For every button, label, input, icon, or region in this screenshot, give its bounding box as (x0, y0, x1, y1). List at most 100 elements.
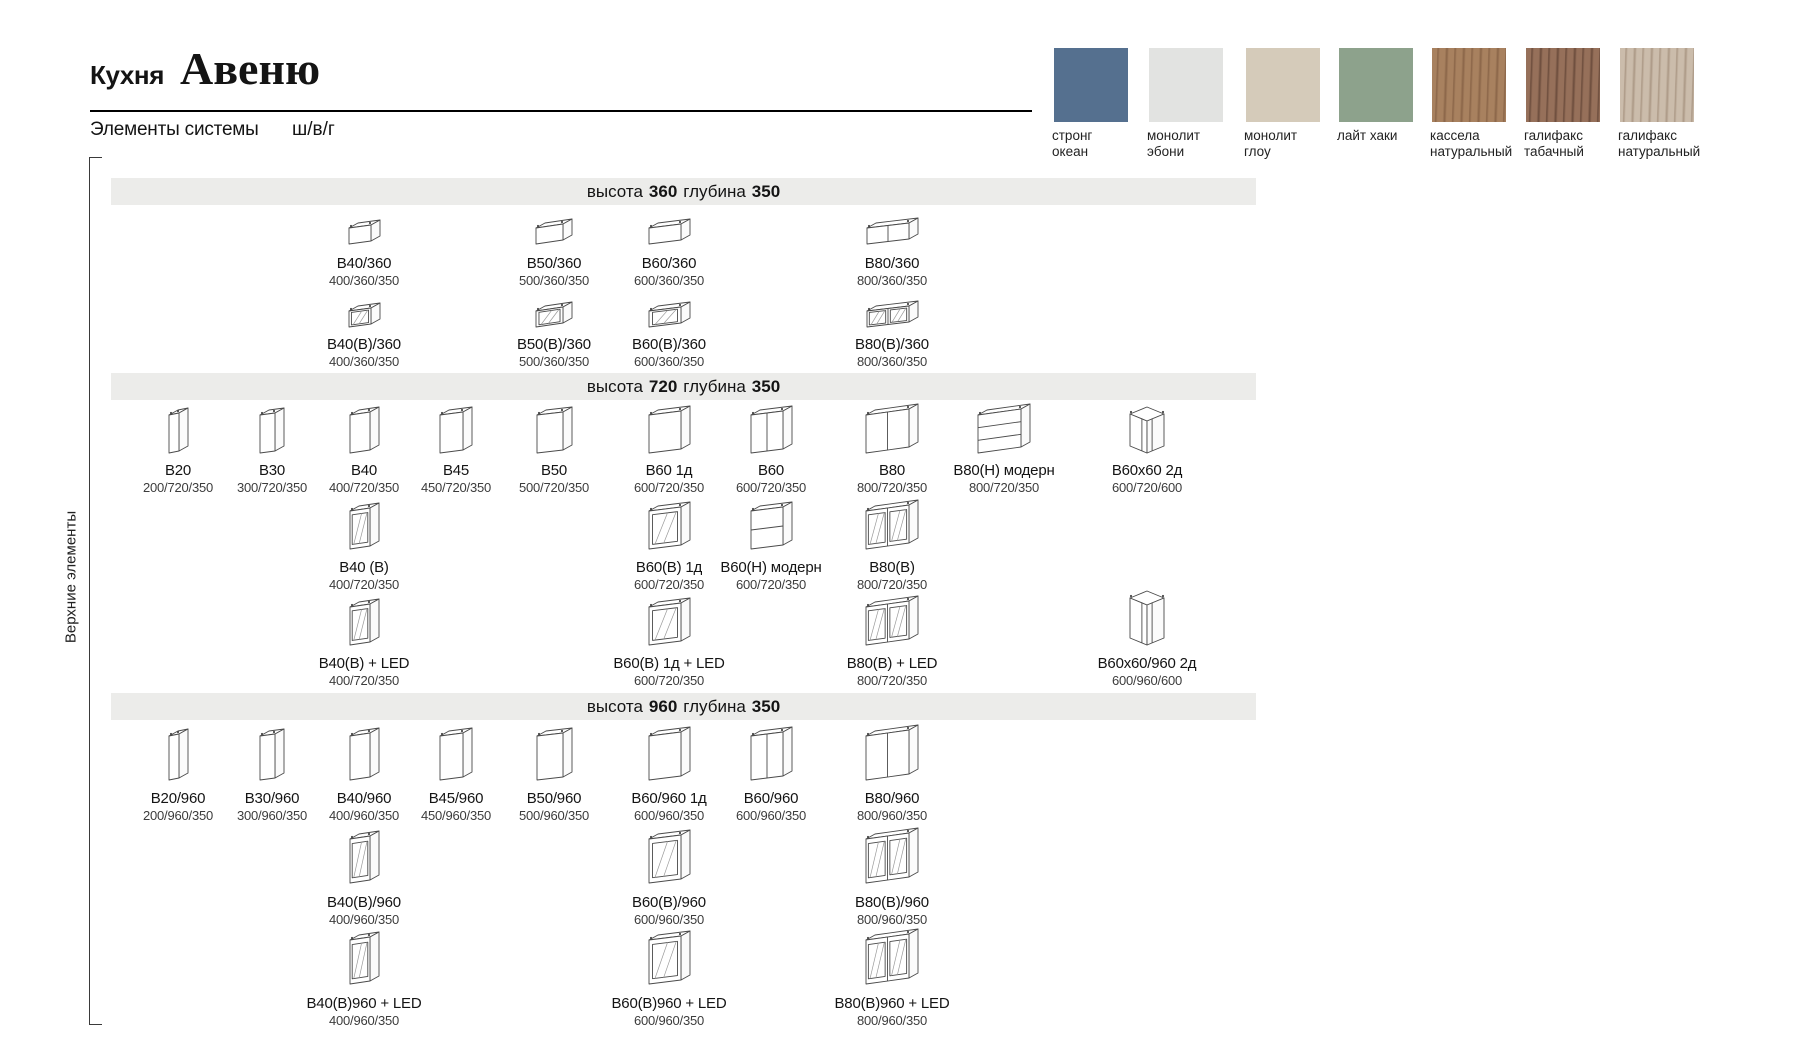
section-header-value2: 350 (751, 181, 781, 201)
item-dims: 600/720/350 (633, 480, 705, 495)
item-code: В60(В) 1д (635, 559, 703, 576)
item-code: В80(В) (869, 559, 915, 576)
cabinet-icon (750, 726, 792, 781)
item-code: В40(В)960 + LED (306, 995, 422, 1012)
item-code: В60/960 1д (631, 790, 707, 807)
section-header: высота 360 глубина 350 (111, 178, 1256, 205)
item-code: В20/960 (150, 790, 206, 807)
item-code: В60(В)/360 (632, 336, 706, 353)
subtitle: Элементы системы (90, 119, 259, 140)
cabinet-icon (349, 502, 379, 550)
finish-swatch-label: галифакс табачный (1524, 128, 1584, 159)
section-header-value1: 960 (648, 696, 678, 716)
item-dims: 400/720/350 (328, 673, 400, 688)
item-code: В30/960 (244, 790, 300, 807)
cabinet-icon (168, 728, 188, 781)
cabinet-icon (535, 218, 573, 245)
item-dims: 800/360/350 (856, 273, 928, 288)
item-dims: 800/720/350 (968, 480, 1040, 495)
item-dims: 800/960/350 (856, 1013, 928, 1028)
item-code: В80/360 (864, 255, 920, 272)
item-code: В45 (442, 462, 470, 479)
item-dims: 600/960/600 (1111, 673, 1183, 688)
cabinet-icon (535, 301, 573, 328)
section-header-label1: высота (586, 696, 643, 716)
item-code: В50/360 (526, 255, 582, 272)
item-dims: 800/960/350 (856, 912, 928, 927)
cabinet-icon (536, 406, 572, 454)
item-dims: 400/360/350 (328, 354, 400, 369)
cabinet-icon (1129, 590, 1165, 646)
item-dims: 400/720/350 (328, 577, 400, 592)
page-header: Кухня Авеню (90, 42, 320, 95)
item-dims: 600/720/350 (735, 577, 807, 592)
item-code: В40(В) + LED (318, 655, 410, 672)
item-dims: 300/960/350 (236, 808, 308, 823)
finish-swatch (1054, 48, 1128, 122)
cabinet-icon (865, 928, 919, 985)
item-dims: 800/720/350 (856, 577, 928, 592)
finish-swatch-label: монолит глоу (1244, 128, 1298, 159)
item-dims: 600/720/350 (735, 480, 807, 495)
item-dims: 600/720/350 (633, 577, 705, 592)
section-header-label2: глубина (683, 376, 746, 396)
cabinet-icon (648, 930, 690, 985)
item-code: В45/960 (428, 790, 484, 807)
item-code: В40(В)/360 (327, 336, 401, 353)
item-code: В80(В)/960 (855, 894, 929, 911)
section-header-label1: высота (586, 181, 643, 201)
cabinet-icon (648, 501, 690, 550)
item-dims: 400/960/350 (328, 808, 400, 823)
cabinet-icon (648, 405, 690, 454)
cabinet-icon (348, 219, 380, 245)
cabinet-icon (648, 218, 690, 245)
cabinet-icon (168, 407, 188, 454)
cabinet-icon (865, 724, 919, 781)
section-header-label2: глубина (683, 181, 746, 201)
item-code: В40(В)/960 (327, 894, 401, 911)
item-dims: 200/720/350 (142, 480, 214, 495)
cabinet-icon (865, 595, 919, 646)
item-code: В20 (164, 462, 192, 479)
item-code: В60(Н) модерн (720, 559, 822, 576)
cabinet-icon (865, 499, 919, 550)
item-code: В80 (878, 462, 906, 479)
cabinet-icon (439, 406, 473, 454)
side-label: Верхние элементы (62, 510, 80, 644)
item-dims: 500/960/350 (518, 808, 590, 823)
item-code: В60(В)/960 (632, 894, 706, 911)
cabinet-icon (259, 728, 285, 781)
cabinet-icon (348, 302, 380, 328)
cabinet-icon (866, 300, 918, 328)
item-dims: 600/360/350 (633, 354, 705, 369)
finish-swatch (1620, 48, 1694, 122)
item-dims: 450/720/350 (420, 480, 492, 495)
cabinet-icon (439, 727, 473, 781)
item-code: В60(В) 1д + LED (613, 655, 725, 672)
item-dims: 600/960/350 (633, 1013, 705, 1028)
finish-swatch-label: лайт хаки (1337, 128, 1398, 143)
item-code: В50/960 (526, 790, 582, 807)
finish-swatch (1149, 48, 1223, 122)
item-dims: 600/960/350 (735, 808, 807, 823)
section-header-value1: 720 (648, 376, 678, 396)
dims-legend: ш/в/г (292, 119, 335, 140)
finish-swatch (1526, 48, 1600, 122)
item-code: В50 (540, 462, 568, 479)
cabinet-icon (866, 217, 918, 245)
item-dims: 600/360/350 (633, 273, 705, 288)
cabinet-icon (648, 726, 690, 781)
finish-swatch-label: монолит эбони (1147, 128, 1201, 159)
cabinet-icon (977, 403, 1031, 454)
item-code: В60 (757, 462, 785, 479)
item-code: В40/360 (336, 255, 392, 272)
item-code: В40/960 (336, 790, 392, 807)
page-title: Авеню (179, 43, 321, 94)
section-header-label1: высота (586, 376, 643, 396)
finish-swatch (1432, 48, 1506, 122)
item-dims: 500/360/350 (518, 273, 590, 288)
item-dims: 300/720/350 (236, 480, 308, 495)
cabinet-icon (648, 301, 690, 328)
item-dims: 400/360/350 (328, 273, 400, 288)
